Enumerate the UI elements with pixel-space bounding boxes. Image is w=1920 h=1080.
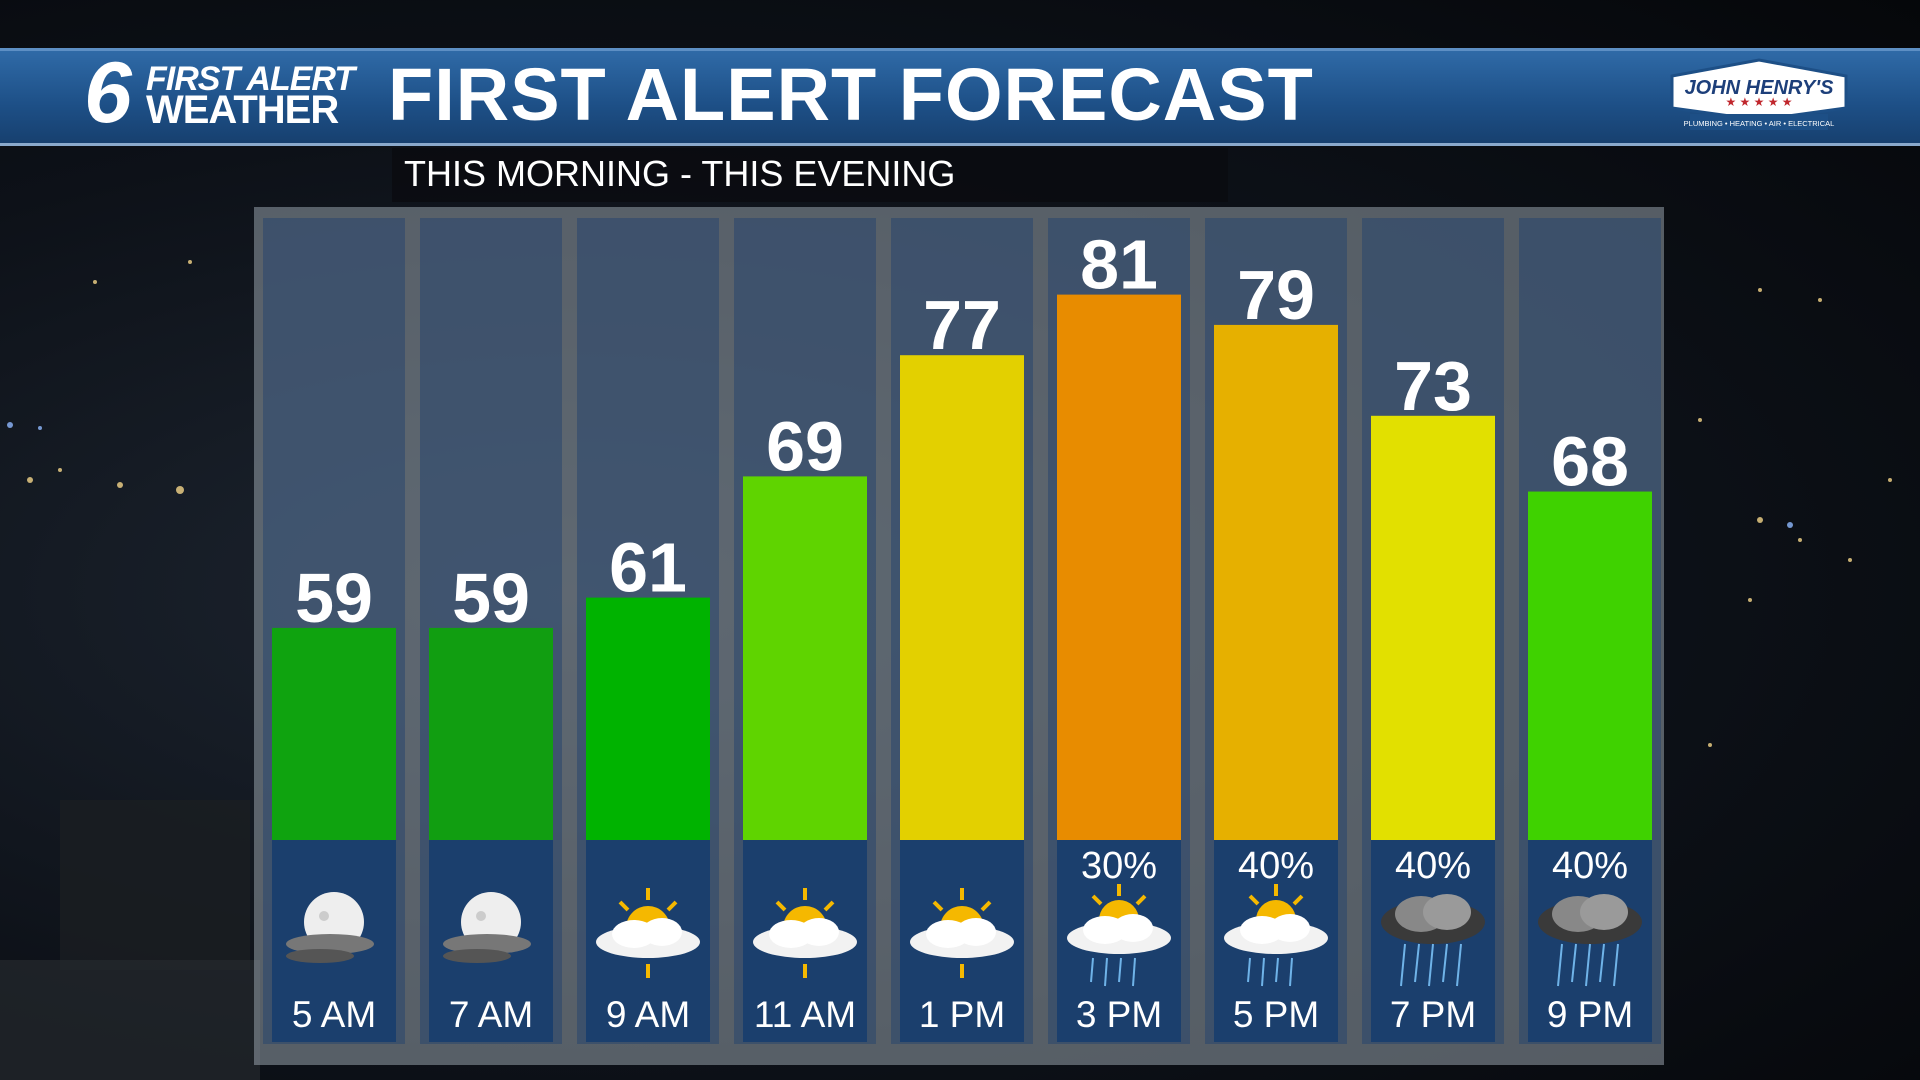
temperature-value-label: 59 bbox=[295, 559, 373, 637]
header-bar bbox=[0, 48, 1920, 146]
svg-text:★ ★ ★ ★ ★: ★ ★ ★ ★ ★ bbox=[1725, 95, 1792, 109]
rain-cloud-icon bbox=[1381, 894, 1485, 987]
temperature-bar bbox=[586, 597, 710, 840]
page-title: FIRST ALERT FORECAST bbox=[388, 53, 1314, 136]
sponsor-name: JOHN HENRY'S bbox=[1685, 77, 1835, 99]
temperature-bar bbox=[1214, 324, 1338, 840]
precip-chance-label: 40% bbox=[1394, 845, 1472, 887]
temperature-value-label: 73 bbox=[1394, 347, 1472, 425]
station-logo: 6 FIRST ALERT WEATHER bbox=[84, 45, 374, 141]
time-label: 7 PM bbox=[1389, 994, 1477, 1035]
temperature-value-label: 81 bbox=[1080, 226, 1158, 304]
time-label: 7 AM bbox=[448, 994, 534, 1035]
temperature-bar bbox=[1528, 491, 1652, 840]
sun-cloud-rain-icon bbox=[1067, 884, 1171, 987]
temperature-value-label: 68 bbox=[1551, 423, 1629, 501]
temperature-bar bbox=[1057, 294, 1181, 841]
temperature-bar bbox=[1371, 415, 1495, 840]
partly-sunny-icon bbox=[596, 888, 700, 978]
temperature-bar bbox=[900, 355, 1024, 840]
temperature-value-label: 79 bbox=[1237, 256, 1315, 334]
time-label: 3 PM bbox=[1075, 994, 1163, 1035]
time-label: 1 PM bbox=[918, 994, 1006, 1035]
temperature-value-label: 77 bbox=[923, 286, 1001, 364]
logo-line-weather: WEATHER bbox=[146, 88, 339, 132]
partly-sunny-icon bbox=[910, 888, 1014, 978]
logo-number: 6 bbox=[84, 45, 132, 141]
temperature-bar bbox=[272, 627, 396, 840]
logo-line-first-alert: FIRST ALERT bbox=[146, 60, 355, 98]
sponsor-logo: JOHN HENRY'S ★ ★ ★ ★ ★ PLUMBING • HEATIN… bbox=[1670, 58, 1848, 130]
subtitle-bar bbox=[392, 148, 1228, 202]
rain-cloud-icon bbox=[1538, 894, 1642, 987]
precip-chance-label: 30% bbox=[1080, 845, 1158, 887]
moon-cloud-icon bbox=[286, 892, 374, 963]
temperature-bar bbox=[743, 476, 867, 840]
precip-chance-label: 40% bbox=[1237, 845, 1315, 887]
temperature-bar bbox=[429, 627, 553, 840]
time-label: 9 PM bbox=[1546, 994, 1634, 1035]
time-label: 5 AM bbox=[291, 994, 377, 1035]
temperature-value-label: 61 bbox=[609, 529, 687, 607]
partly-sunny-icon bbox=[753, 888, 857, 978]
subtitle: THIS MORNING - THIS EVENING bbox=[404, 153, 956, 194]
time-label: 9 AM bbox=[605, 994, 691, 1035]
temperature-value-label: 59 bbox=[452, 559, 530, 637]
precip-chance-label: 40% bbox=[1551, 845, 1629, 887]
time-label: 11 AM bbox=[753, 994, 857, 1035]
moon-cloud-icon bbox=[443, 892, 531, 963]
time-label: 5 PM bbox=[1232, 994, 1320, 1035]
sponsor-tagline: PLUMBING • HEATING • AIR • ELECTRICAL bbox=[1684, 119, 1835, 128]
sun-cloud-rain-icon bbox=[1224, 884, 1328, 987]
temperature-value-label: 69 bbox=[766, 407, 844, 485]
